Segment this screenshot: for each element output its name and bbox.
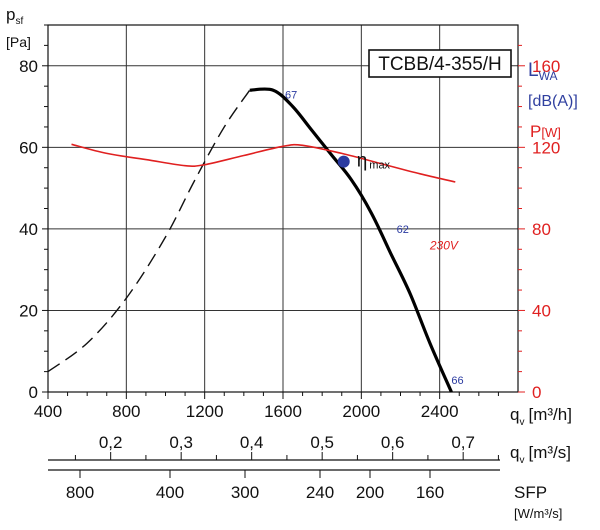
grid xyxy=(48,25,518,392)
eta-max-point xyxy=(337,155,350,168)
x-axis-label-sub: v xyxy=(519,417,524,428)
power-axis-unit: [W] xyxy=(541,125,561,140)
y-tick-label: 80 xyxy=(19,57,38,76)
series-group xyxy=(47,87,456,393)
sfp-tick-label: 200 xyxy=(356,483,384,502)
sfp-tick-label: 300 xyxy=(231,483,259,502)
y-tick-label: 0 xyxy=(29,383,38,402)
y2-tick-label: 0 xyxy=(532,383,541,402)
y-tick-label: 20 xyxy=(19,301,38,320)
y-axis-unit: [Pa] xyxy=(6,34,31,50)
lwa-label-sub: WA xyxy=(539,69,558,83)
y2-tick-label: 40 xyxy=(532,301,551,320)
labels-group: qv [m³/h]qv [m³/s]SFP[W/m³/s]psf[Pa]LWA[dB… xyxy=(6,5,578,521)
sound-level-label: 62 xyxy=(397,224,409,236)
power-series-label: 230V xyxy=(429,238,459,252)
sound-level-label: 66 xyxy=(451,375,463,387)
x2-tick-label: 0,2 xyxy=(99,433,123,452)
y-tick-label: 40 xyxy=(19,220,38,239)
series-power xyxy=(71,143,456,183)
x-tick-label: 800 xyxy=(112,402,140,421)
y2-tick-label: 80 xyxy=(532,220,551,239)
series-pressure-stall xyxy=(47,89,251,373)
eta-max-label: η max xyxy=(357,151,391,172)
dba-label: [dB(A)] xyxy=(528,93,578,110)
x2-tick-label: 0,4 xyxy=(240,433,264,452)
x-tick-label: 1200 xyxy=(186,402,224,421)
x2-axis-label: qv [m³/s] xyxy=(510,443,571,466)
x-tick-label: 2000 xyxy=(342,402,380,421)
x-axis-label: qv [m³/h] xyxy=(510,405,572,428)
y2-tick-label: 160 xyxy=(532,57,560,76)
y-axis-label-sub: sf xyxy=(15,16,23,27)
y-axis-label: psf xyxy=(6,5,23,27)
x-axis-label-unit: [m³/h] xyxy=(528,405,571,424)
x2-tick-label: 0,6 xyxy=(381,433,405,452)
x2-tick-label: 0,3 xyxy=(169,433,193,452)
x2-axis-label-sub: v xyxy=(519,455,524,466)
sfp-tick-label: 240 xyxy=(306,483,334,502)
x2-axis-label-unit: [m³/s] xyxy=(528,443,571,462)
sound-level-label: 67 xyxy=(285,89,297,101)
y-tick-label: 60 xyxy=(19,138,38,157)
x2-tick-label: 0,7 xyxy=(451,433,475,452)
sfp-axis-label: SFP xyxy=(514,483,547,502)
eta-max-sub: max xyxy=(369,160,390,172)
x-tick-label: 1600 xyxy=(264,402,302,421)
x-tick-label: 2400 xyxy=(421,402,459,421)
x2-tick-label: 0,5 xyxy=(310,433,334,452)
series-pressure xyxy=(249,87,453,393)
sfp-axis-unit: [W/m³/s] xyxy=(514,506,562,521)
sfp-tick-label: 400 xyxy=(156,483,184,502)
sfp-tick-label: 800 xyxy=(66,483,94,502)
sfp-tick-label: 160 xyxy=(416,483,444,502)
power-axis-label: P[W] xyxy=(530,122,561,141)
x-tick-label: 400 xyxy=(34,402,62,421)
model-label: TCBB/4-355/H xyxy=(378,54,502,75)
model-label-box xyxy=(368,49,512,78)
y2-tick-label: 120 xyxy=(532,138,560,157)
